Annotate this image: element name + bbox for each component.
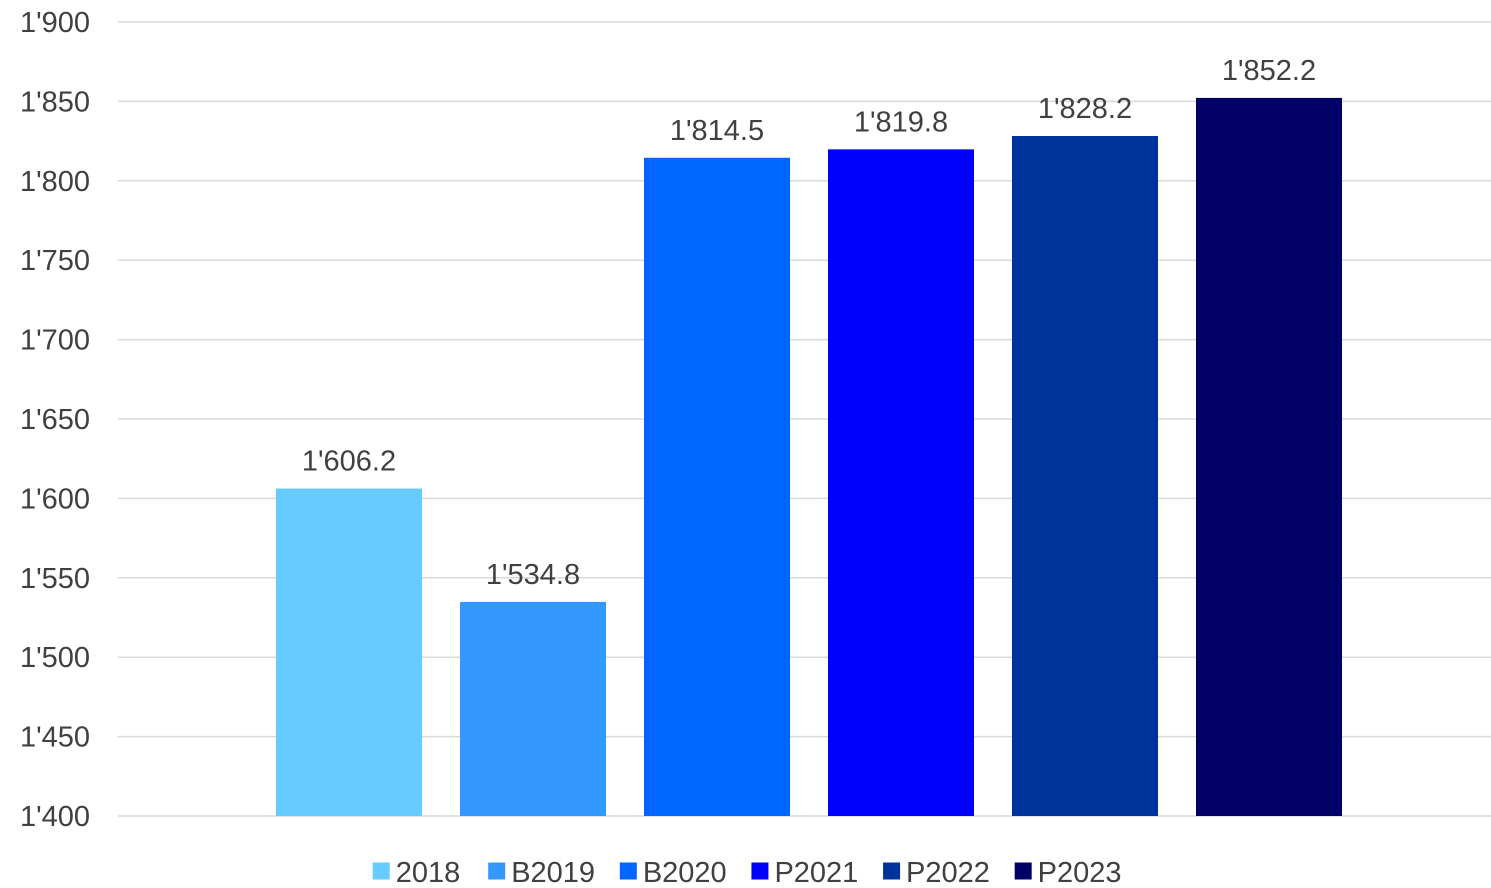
y-tick-label: 1'500 (20, 642, 90, 674)
legend-swatch (883, 862, 901, 880)
y-tick-label: 1'750 (20, 245, 90, 277)
y-axis-tick-labels: 1'400 1'450 1'500 1'550 1'600 1'650 1'700 1'750… (20, 7, 90, 833)
y-tick-label: 1'550 (20, 563, 90, 595)
legend-label: B2020 (643, 857, 727, 888)
data-label: 1'852.2 (1222, 55, 1316, 87)
bar-p2021 (828, 149, 974, 816)
bar-b2020 (644, 157, 790, 817)
legend-label: B2019 (511, 857, 595, 888)
legend-swatch (751, 862, 769, 880)
bar-p2023 (1196, 97, 1342, 817)
legend-label: P2021 (774, 857, 858, 888)
y-tick-label: 1'850 (20, 86, 90, 118)
data-label: 1'534.8 (486, 559, 580, 591)
legend-label: 2018 (396, 857, 461, 888)
legend: 2018 B2019 B2020 P2021 P2022 P2023 (372, 857, 1122, 888)
y-tick-label: 1'400 (20, 801, 90, 833)
y-tick-label: 1'700 (20, 325, 90, 357)
y-tick-label: 1'600 (20, 483, 90, 515)
data-label: 1'814.5 (670, 115, 764, 147)
y-tick-label: 1'900 (20, 7, 90, 39)
legend-swatch (372, 862, 390, 880)
bar-2018 (276, 488, 422, 816)
data-label: 1'606.2 (302, 446, 396, 478)
y-tick-label: 1'650 (20, 404, 90, 436)
legend-label: P2023 (1038, 857, 1122, 888)
data-label: 1'819.8 (854, 106, 948, 138)
y-tick-label: 1'800 (20, 166, 90, 198)
legend-swatch (488, 862, 506, 880)
bar-b2019 (460, 601, 606, 816)
data-label: 1'828.2 (1038, 93, 1132, 125)
legend-swatch (1014, 862, 1032, 880)
data-labels: 1'606.2 1'534.8 1'814.5 1'819.8 1'828.2 1'852… (302, 55, 1316, 591)
y-tick-label: 1'450 (20, 722, 90, 754)
legend-label: P2022 (906, 857, 990, 888)
bar-p2022 (1012, 136, 1158, 816)
bars (276, 97, 1342, 817)
legend-swatch (619, 862, 637, 880)
